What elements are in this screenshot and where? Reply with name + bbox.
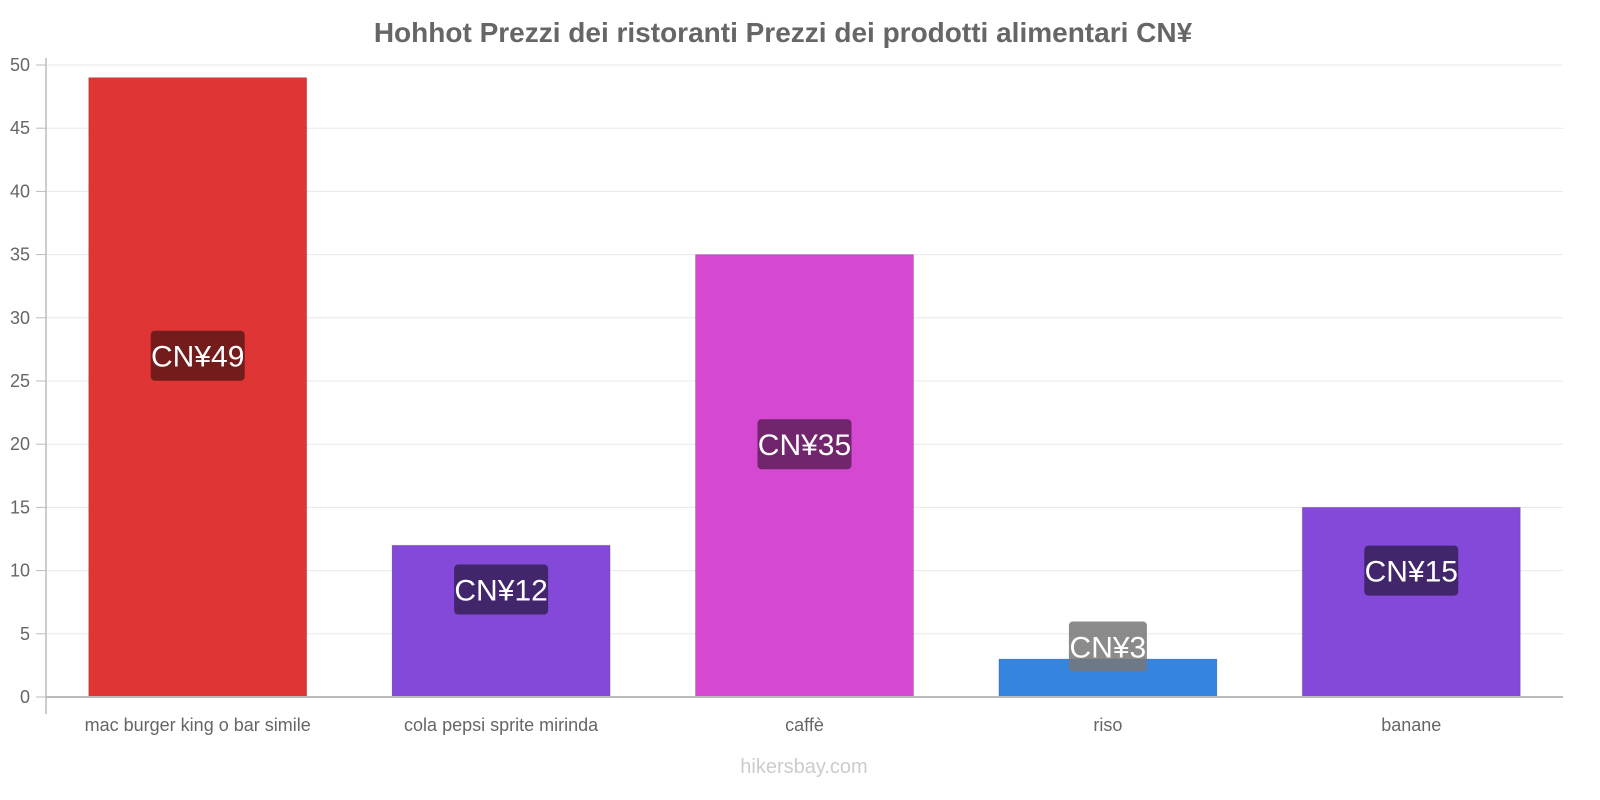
y-tick-label: 25	[10, 371, 30, 391]
y-tick-label: 15	[10, 497, 30, 517]
y-tick-label: 50	[10, 55, 30, 75]
data-label-box	[454, 564, 549, 615]
data-label-box	[150, 330, 245, 381]
y-tick-label: 45	[10, 118, 30, 138]
x-tick-label: cola pepsi sprite mirinda	[404, 715, 599, 735]
chart-title: Hohhot Prezzi dei ristoranti Prezzi dei …	[374, 17, 1193, 48]
data-label: CN¥12	[454, 575, 547, 608]
x-tick-label: mac burger king o bar simile	[85, 715, 311, 735]
y-tick-label: 5	[20, 624, 30, 644]
data-label-box	[1364, 545, 1459, 596]
data-label: CN¥15	[1365, 556, 1458, 589]
y-tick-label: 0	[20, 687, 30, 707]
data-label-box	[757, 419, 852, 470]
y-tick-label: 20	[10, 434, 30, 454]
data-label-box	[1068, 621, 1147, 672]
data-label: CN¥35	[758, 429, 851, 462]
data-label: CN¥3	[1070, 631, 1147, 664]
bar	[1301, 506, 1521, 698]
watermark: hikersbay.com	[740, 756, 867, 778]
x-tick-label: banane	[1381, 715, 1441, 735]
y-tick-label: 40	[10, 181, 30, 201]
data-label: CN¥49	[151, 341, 244, 374]
bar	[88, 77, 308, 698]
x-tick-label: riso	[1093, 715, 1122, 735]
x-tick-label: caffè	[785, 715, 824, 735]
bar	[695, 254, 914, 698]
y-tick-label: 30	[10, 308, 30, 328]
y-tick-label: 35	[10, 245, 30, 265]
y-tick-label: 10	[10, 561, 30, 581]
